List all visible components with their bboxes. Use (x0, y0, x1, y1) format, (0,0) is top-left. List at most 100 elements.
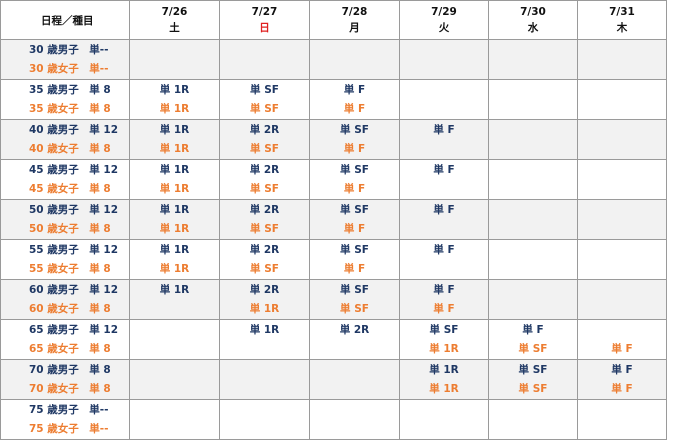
schedule-cell: 単 SF 単 F (309, 239, 400, 280)
category-cell: 40 歳男子 単 12 40 歳女子 単 8 (0, 119, 130, 160)
day-date: 7/27 (251, 6, 278, 18)
women-round: 単 F (343, 222, 366, 235)
day-date: 7/29 (431, 6, 457, 18)
women-round (130, 340, 219, 359)
women-round: 単 F (611, 342, 633, 355)
women-round (578, 420, 666, 439)
men-round: 単 2R (249, 243, 280, 256)
women-round: 単 F (343, 262, 366, 275)
day-weekday: 土 (169, 22, 180, 34)
men-category-label: 75 歳男子 単-- (29, 403, 109, 416)
schedule-cell (219, 399, 310, 440)
day-date: 7/31 (609, 6, 635, 18)
men-round (578, 201, 666, 220)
men-round (400, 401, 488, 420)
women-round (130, 420, 219, 439)
men-round (578, 281, 666, 300)
women-round: 単 SF (518, 382, 548, 395)
schedule-cell (488, 199, 578, 240)
men-round: 単 2R (249, 163, 280, 176)
women-round (489, 60, 577, 79)
women-category-label: 50 歳女子 単 8 (29, 222, 111, 235)
men-round (310, 361, 399, 380)
men-round: 単 2R (339, 323, 370, 336)
men-round: 単 2R (249, 283, 280, 296)
men-round: 単 1R (159, 163, 190, 176)
schedule-table: 日程／種目 7/26 土 7/27 日 7/28 月 7/29 火 7/30 水 7/31… (0, 0, 667, 440)
schedule-cell: 単 SF 単 F (309, 119, 400, 160)
women-round (310, 420, 399, 439)
schedule-cell: 単 F 単 SF (488, 319, 578, 360)
schedule-cell: 単 2R 単 SF (219, 239, 310, 280)
schedule-cell (399, 79, 489, 120)
women-round (220, 380, 309, 399)
men-round: 単 F (433, 163, 455, 176)
category-cell: 65 歳男子 単 12 65 歳女子 単 8 (0, 319, 130, 360)
men-round: 単 SF (340, 243, 369, 256)
corner-header: 日程／種目 (0, 0, 130, 40)
women-round (130, 60, 219, 79)
men-category-label: 60 歳男子 単 12 (29, 283, 119, 296)
schedule-cell: 単 SF 単 F (309, 199, 400, 240)
men-round (489, 201, 577, 220)
schedule-cell: 単 1R (219, 319, 310, 360)
women-round: 単 F (343, 102, 366, 115)
women-category-label: 65 歳女子 単 8 (29, 342, 111, 355)
schedule-cell: 単 1R (129, 279, 220, 320)
men-round: 単 SF (340, 203, 369, 216)
day-header: 7/28 月 (309, 0, 400, 40)
men-round: 単 F (343, 83, 366, 96)
day-date: 7/28 (341, 6, 368, 18)
women-round: 単 F (343, 142, 366, 155)
men-round: 単 1R (159, 83, 190, 96)
women-round: 単 F (433, 302, 455, 315)
women-round (578, 180, 666, 199)
women-round (578, 100, 666, 119)
women-round (578, 60, 666, 79)
women-round (400, 60, 488, 79)
schedule-cell: 単 2R 単 SF (219, 199, 310, 240)
women-round (220, 420, 309, 439)
women-round (578, 220, 666, 239)
schedule-cell (577, 279, 667, 320)
men-round: 単 1R (159, 123, 190, 136)
men-round (489, 81, 577, 100)
men-category-label: 30 歳男子 単-- (29, 43, 109, 56)
men-round (578, 241, 666, 260)
women-round: 単 1R (249, 302, 280, 315)
day-weekday: 火 (438, 22, 450, 34)
men-round (578, 41, 666, 60)
schedule-cell (577, 79, 667, 120)
men-round: 単 F (433, 123, 455, 136)
women-round (130, 380, 219, 399)
men-round: 単 1R (249, 323, 280, 336)
schedule-cell (577, 239, 667, 280)
men-round: 単 1R (159, 243, 190, 256)
men-round (130, 321, 219, 340)
schedule-cell (129, 399, 220, 440)
women-round (400, 220, 488, 239)
women-round: 単 1R (159, 102, 190, 115)
schedule-cell (488, 79, 578, 120)
schedule-cell (488, 119, 578, 160)
men-round: 単 SF (340, 123, 369, 136)
schedule-cell: 単 F 単 F (577, 359, 667, 400)
women-round (220, 340, 309, 359)
men-round (489, 161, 577, 180)
category-cell: 55 歳男子 単 12 55 歳女子 単 8 (0, 239, 130, 280)
day-header: 7/30 水 (488, 0, 578, 40)
category-cell: 50 歳男子 単 12 50 歳女子 単 8 (0, 199, 130, 240)
day-weekday: 日 (259, 22, 270, 34)
women-round: 単 SF (250, 222, 279, 235)
schedule-cell (488, 279, 578, 320)
day-header: 7/26 土 (129, 0, 220, 40)
schedule-cell (577, 399, 667, 440)
men-round (220, 361, 309, 380)
men-round (310, 41, 399, 60)
category-cell: 70 歳男子 単 8 70 歳女子 単 8 (0, 359, 130, 400)
category-cell: 60 歳男子 単 12 60 歳女子 単 8 (0, 279, 130, 320)
